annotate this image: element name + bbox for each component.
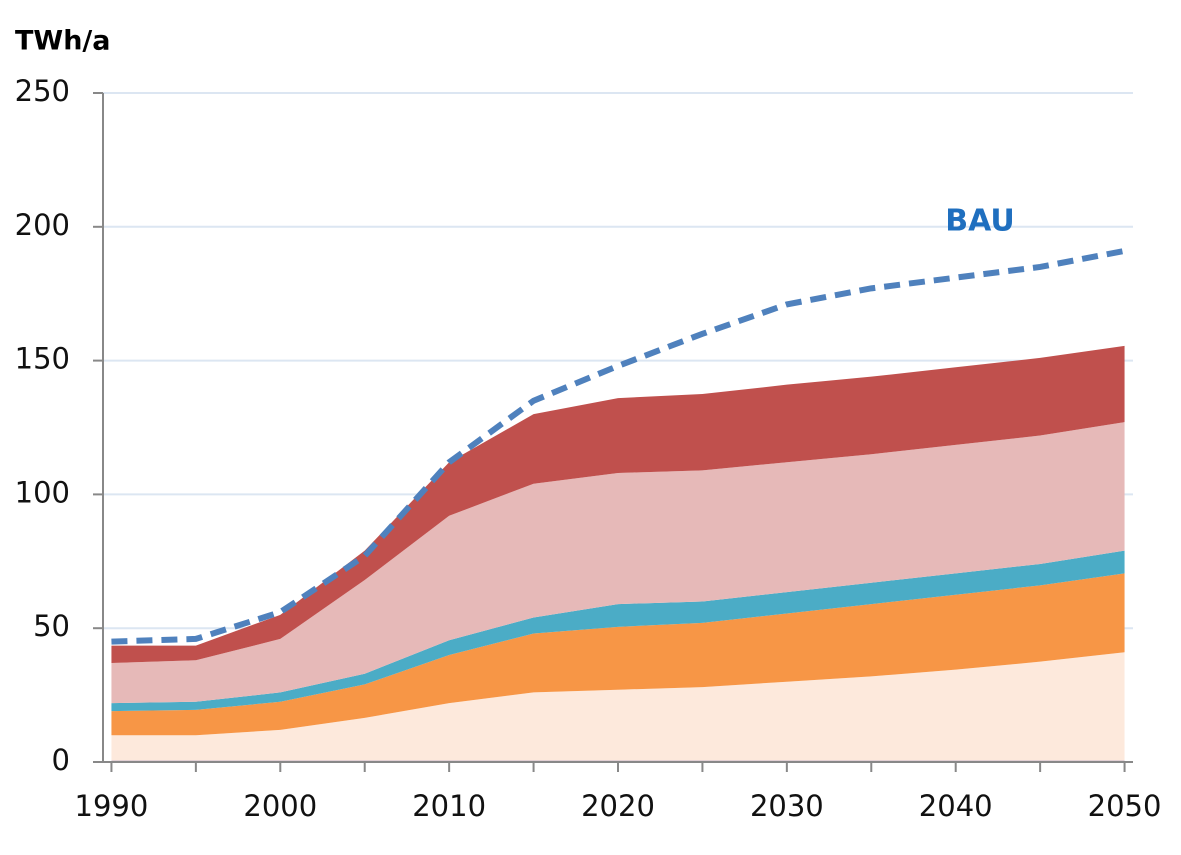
area <box>111 422 1125 704</box>
x-tick-label: 2000 <box>243 789 317 823</box>
y-tick-label: 50 <box>33 609 70 643</box>
y-tick-label: 0 <box>52 743 70 777</box>
series-label: BAU <box>945 204 1015 239</box>
x-tick-label: 2010 <box>412 789 486 823</box>
x-tick-label: 2050 <box>1088 789 1162 823</box>
y-axis-label: TWh/a <box>15 26 111 57</box>
area <box>111 652 1125 761</box>
y-tick-label: 150 <box>15 342 70 376</box>
area <box>111 573 1125 736</box>
x-tick-label: 2030 <box>750 789 824 823</box>
x-tick-label: 2020 <box>581 789 655 823</box>
y-tick-label: 200 <box>15 208 70 242</box>
area <box>111 345 1125 663</box>
y-tick-label: 100 <box>15 475 70 509</box>
x-tick-label: 1990 <box>75 789 149 823</box>
y-tick-label: 250 <box>15 74 70 108</box>
x-tick-label: 2040 <box>919 789 993 823</box>
area <box>111 550 1125 712</box>
